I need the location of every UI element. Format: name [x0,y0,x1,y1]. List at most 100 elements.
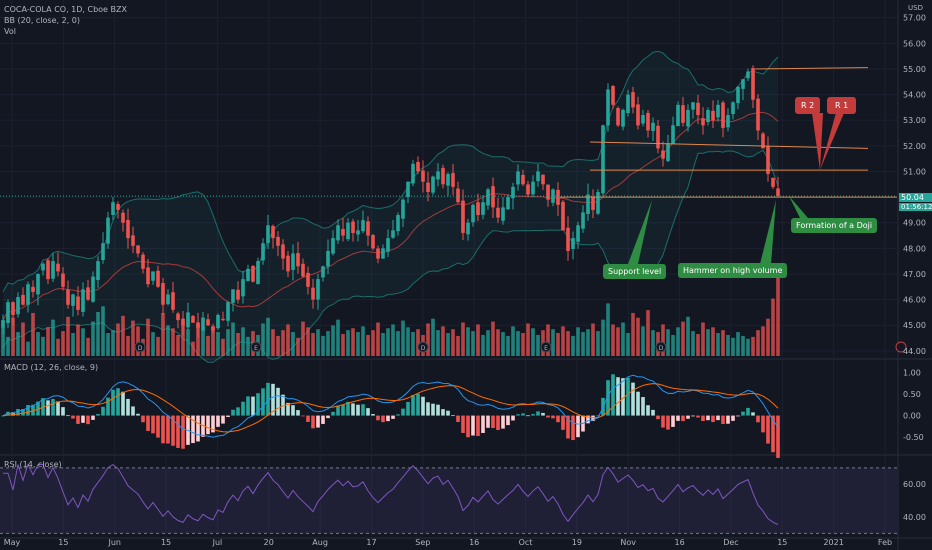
time-tick-label: Dec [723,538,738,547]
volume-bar [281,330,285,356]
alert-marker [895,341,907,353]
price-tick-label: 46.00 [903,296,926,305]
macd-histogram-bar [671,415,675,427]
candle-body [531,181,535,195]
macd-histogram-bar [181,415,185,449]
macd-histogram-bar [431,403,435,416]
event-marker [655,341,667,353]
volume-bar [406,327,410,356]
candle-body [711,110,715,121]
volume-bar [66,316,70,356]
annotation-support-level[interactable]: Support level [603,264,667,279]
candle-body [96,261,100,281]
candle-body [436,171,440,180]
volume-bar [451,329,455,356]
rsi-title[interactable]: RSI (14, close) [4,460,62,469]
candle-body [186,312,190,328]
volume-bar [276,335,280,356]
macd-histogram-bar [86,415,90,425]
candle-body [541,174,545,185]
volume-bar [241,327,245,356]
macd-histogram-bar [636,391,640,416]
candle-body [726,115,730,128]
macd-histogram-bar [726,415,730,424]
macd-histogram-bar [711,415,715,423]
volume-bar [286,324,290,356]
volume-bar [591,323,595,356]
candle-body [146,267,150,285]
candle-body [686,109,690,127]
candle-body [431,176,435,193]
candle-body [166,294,170,305]
macd-histogram-bar [306,415,310,422]
volume-bar [746,338,750,356]
macd-histogram-bar [461,415,465,433]
annotation-r1[interactable]: R 1 [827,97,857,114]
volume-bar [226,329,230,356]
volume-bar [76,324,80,356]
macd-histogram-bar [486,415,490,428]
event-marker [134,341,146,353]
macd-histogram-bar [331,411,335,416]
r1-arrow [820,113,844,170]
candle-body [216,314,220,329]
event-marker-label: E [254,345,258,352]
volume-bar [161,312,165,356]
volume-bar [671,334,675,356]
volume-indicator-label[interactable]: Vol [4,27,16,36]
signal-line [2,383,779,433]
candle-body [311,287,315,300]
volume-bar [471,331,475,356]
support-arrow [628,200,652,264]
macd-histogram-bar [551,415,555,419]
symbol-title[interactable]: COCA-COLA CO, 1D, Cboe BZX [4,5,127,14]
volume-bar [41,336,45,356]
volume-bar [396,331,400,356]
candle-body [616,108,620,126]
volume-bar [16,332,20,356]
candle-body [316,279,320,300]
macd-histogram-bar [151,415,155,434]
volume-bar [31,312,35,356]
volume-bar [351,328,355,356]
macd-histogram-bar [621,378,625,416]
macd-histogram-bar [121,391,125,416]
volume-bar [706,329,710,356]
candle-body [631,92,635,108]
bollinger-upper [2,50,779,293]
candle-body [556,189,560,205]
candle-body [101,243,105,261]
candle-body [511,186,515,199]
candle-body [181,318,185,326]
volume-bar [641,326,645,356]
candle-body [561,201,565,231]
macd-histogram-bar [11,412,15,416]
macd-histogram-bar [676,415,680,421]
annotation-hammer[interactable]: Hammer on high volume [678,263,788,278]
macd-title[interactable]: MACD (12, 26, close, 9) [4,363,99,372]
volume-bar [311,333,315,356]
bb-indicator-label[interactable]: BB (20, close, 2, 0) [4,16,80,25]
volume-bar [151,332,155,356]
macd-histogram-bar [776,415,780,458]
time-tick-label: May [4,538,21,547]
volume-bar [741,335,745,356]
volume-bar [386,328,390,356]
volume-bar [11,317,15,356]
time-tick-label: Jul [212,538,223,547]
volume-bar [456,335,460,356]
volume-bar [341,334,345,356]
time-tick-label: 15 [777,538,787,547]
volume-bar [146,318,150,356]
price-tick-label: 45.00 [903,321,926,330]
annotation-doji[interactable]: Formation of a Doji [791,218,878,233]
volume-bar [771,298,775,356]
annotation-r2[interactable]: R 2 [795,97,821,114]
macd-histogram-bar [761,415,765,433]
candle-body [396,215,400,232]
volume-bar [71,333,75,356]
bollinger-basis [2,111,779,321]
macd-histogram-bar [441,409,445,416]
time-tick-label: Jun [107,538,121,547]
